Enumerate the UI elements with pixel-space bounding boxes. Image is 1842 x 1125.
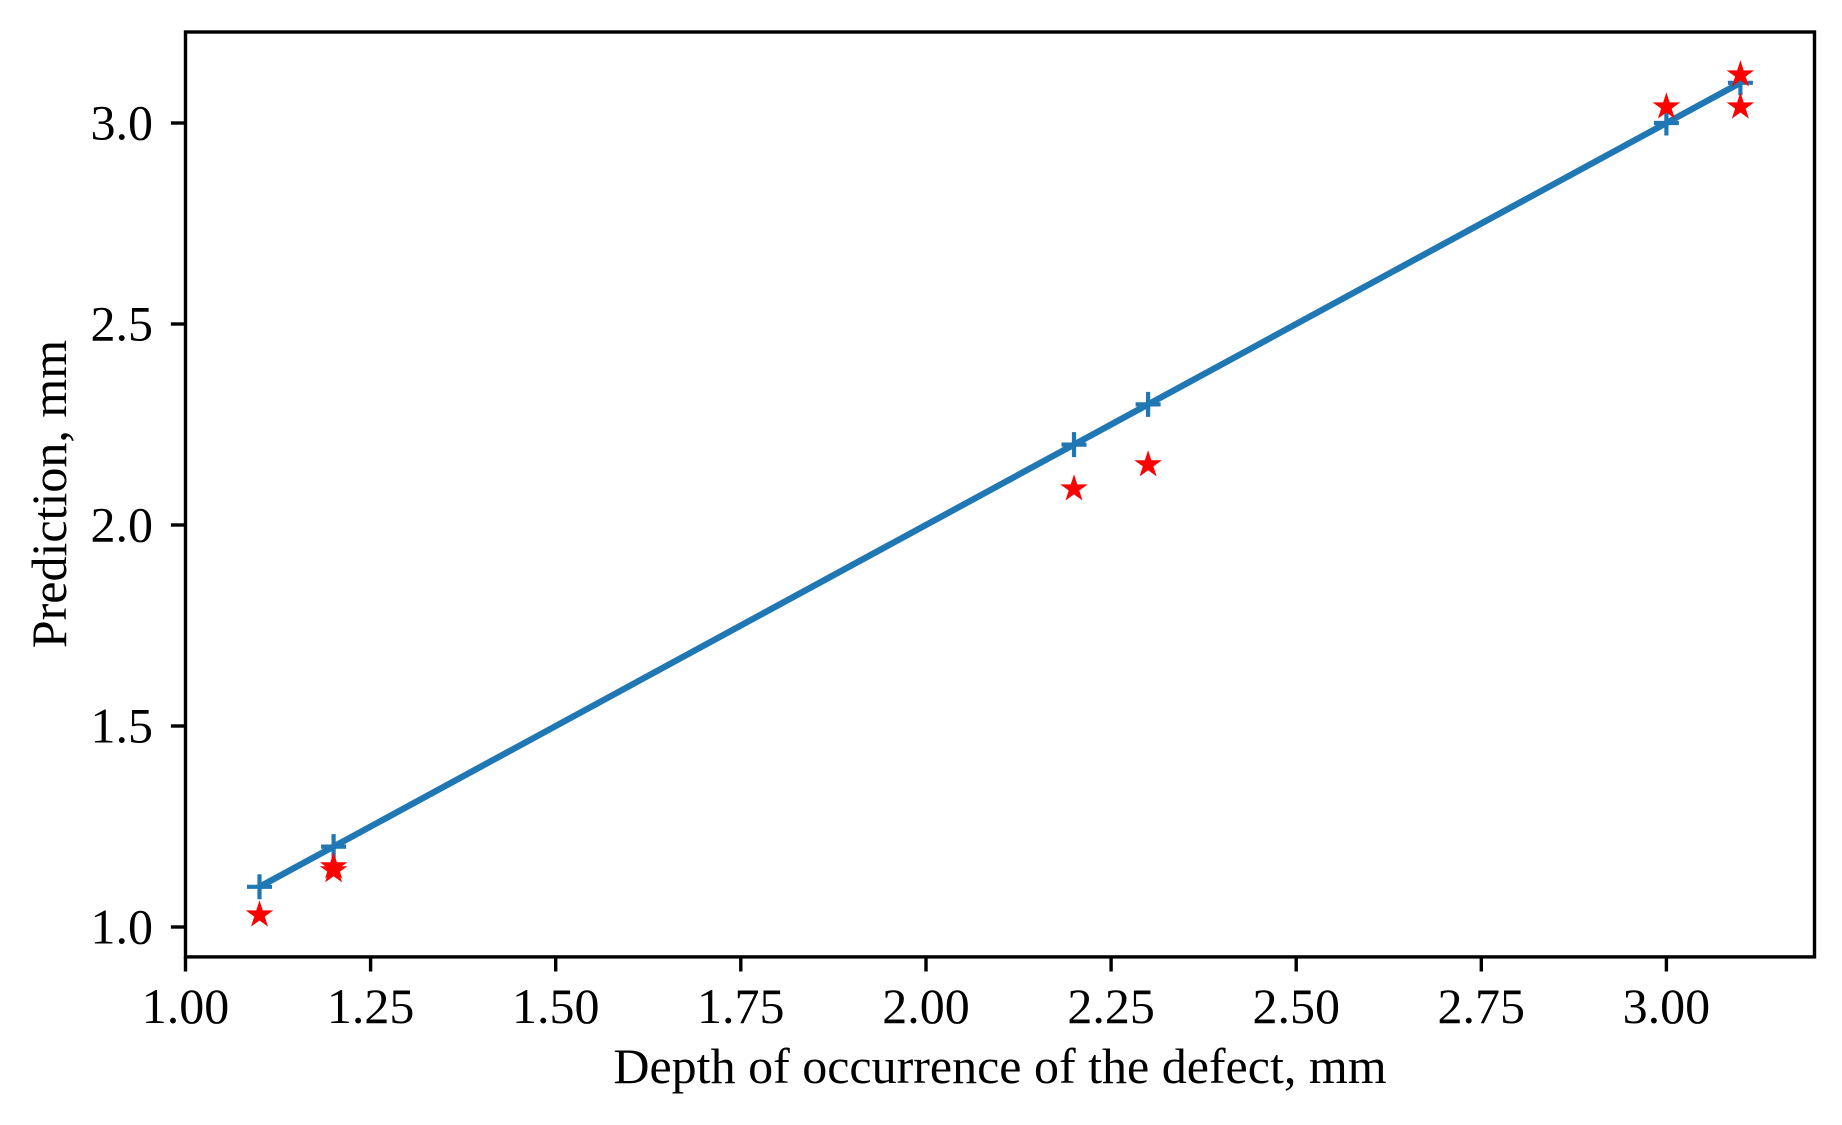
- svg-text:2.0: 2.0: [91, 497, 154, 553]
- svg-text:1.00: 1.00: [142, 978, 230, 1034]
- svg-text:2.5: 2.5: [91, 296, 154, 352]
- svg-text:3.0: 3.0: [91, 95, 154, 151]
- svg-text:1.0: 1.0: [91, 899, 154, 955]
- svg-text:2.50: 2.50: [1252, 978, 1340, 1034]
- svg-text:3.00: 3.00: [1623, 978, 1711, 1034]
- svg-text:2.00: 2.00: [882, 978, 970, 1034]
- svg-text:Depth of occurrence of the def: Depth of occurrence of the defect, mm: [613, 1038, 1386, 1094]
- svg-text:2.75: 2.75: [1438, 978, 1526, 1034]
- svg-text:Prediction, mm: Prediction, mm: [21, 340, 77, 648]
- svg-text:1.25: 1.25: [327, 978, 415, 1034]
- svg-text:1.50: 1.50: [512, 978, 600, 1034]
- svg-text:1.5: 1.5: [91, 698, 154, 754]
- svg-text:1.75: 1.75: [697, 978, 785, 1034]
- svg-text:2.25: 2.25: [1067, 978, 1155, 1034]
